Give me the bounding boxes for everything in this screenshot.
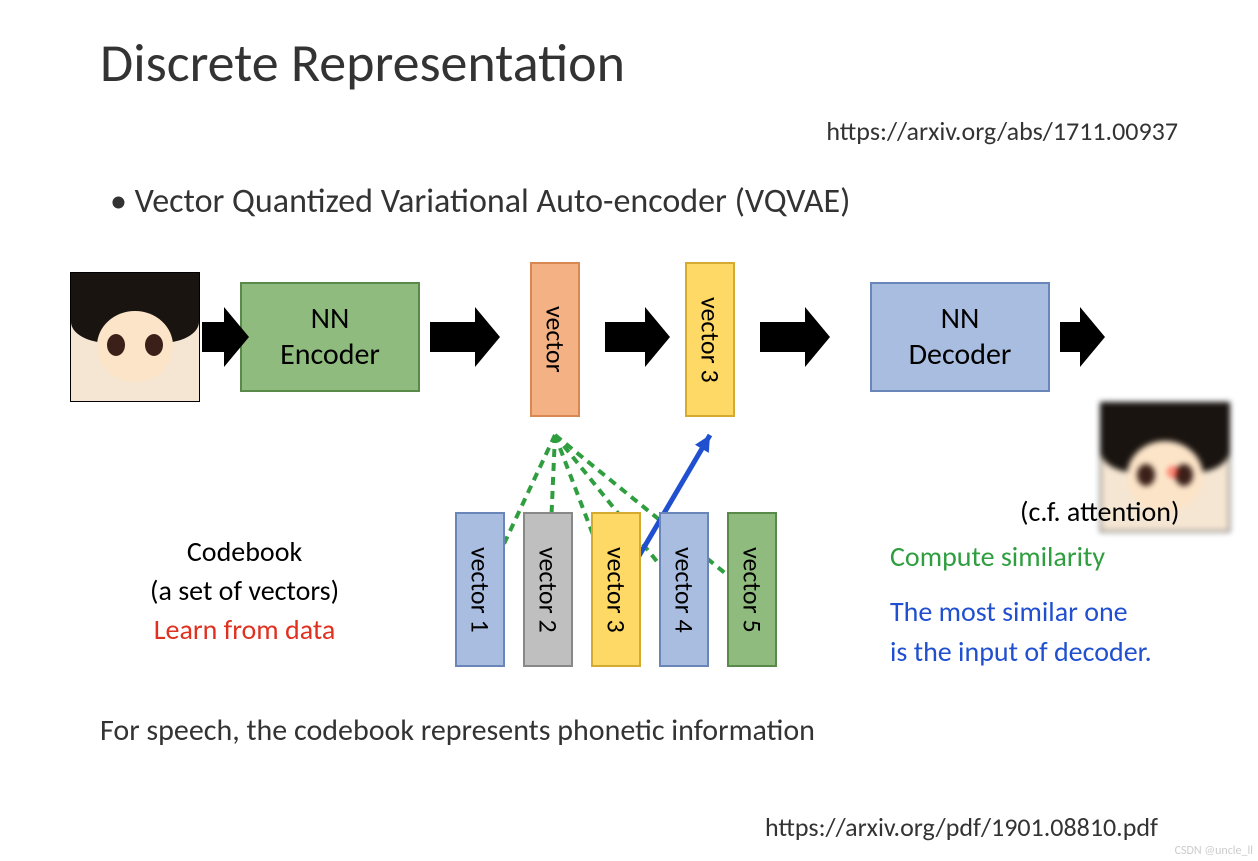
footer-text: For speech, the codebook represents phon… [100, 712, 1198, 749]
codebook-label: Codebook (a set of vectors) Learn from d… [150, 532, 339, 650]
encoder-label: NN Encoder [280, 301, 380, 373]
watermark: CSDN @uncle_ll [1175, 844, 1253, 858]
codebook-vector-1: vector 1 [455, 512, 505, 667]
codebook-vector-2: vector 2 [523, 512, 573, 667]
url-bottom: https://arxiv.org/pdf/1901.08810.pdf [765, 811, 1158, 843]
encoder-box: NN Encoder [240, 282, 420, 392]
cf-attention: (c.f. attention) [1020, 492, 1180, 531]
decoder-label: NN Decoder [909, 301, 1012, 373]
slide-title: Discrete Representation [100, 30, 1198, 96]
compute-similarity: Compute similarity [890, 537, 1105, 576]
url-top: https://arxiv.org/abs/1711.00937 [826, 115, 1178, 147]
most-similar-1: The most similar one [890, 592, 1128, 631]
decoder-box: NN Decoder [870, 282, 1050, 392]
most-similar-2: is the input of decoder. [890, 632, 1152, 671]
slide: Discrete Representation https://arxiv.or… [0, 0, 1258, 861]
vector-selected: vector 3 [685, 262, 735, 417]
pipeline-diagram: NN Encoder vector vector 3 NN Decoder [60, 262, 1198, 482]
vector-encoded: vector [530, 262, 580, 417]
codebook-vector-4: vector 4 [659, 512, 709, 667]
codebook-vector-3: vector 3 [591, 512, 641, 667]
codebook-area: Codebook (a set of vectors) Learn from d… [60, 492, 1198, 692]
bullet-vqvae: • Vector Quantized Variational Auto-enco… [110, 181, 1198, 222]
input-image [70, 272, 200, 402]
codebook-vector-5: vector 5 [727, 512, 777, 667]
